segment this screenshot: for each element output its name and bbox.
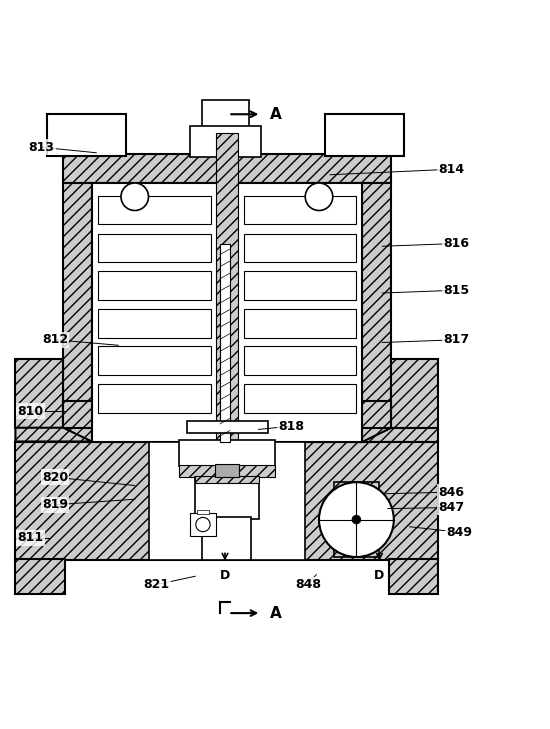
Bar <box>179 465 275 477</box>
Bar <box>98 271 211 300</box>
Text: 811: 811 <box>17 531 43 545</box>
Bar <box>244 346 356 375</box>
Bar <box>92 183 362 442</box>
Bar <box>63 183 92 442</box>
Bar <box>190 126 261 157</box>
Bar <box>63 402 390 428</box>
Polygon shape <box>362 428 438 442</box>
Bar <box>15 359 63 428</box>
Text: A: A <box>270 106 281 122</box>
Bar <box>15 442 438 560</box>
Bar <box>197 510 209 514</box>
Bar <box>202 101 249 128</box>
Text: 816: 816 <box>443 237 470 250</box>
Circle shape <box>352 515 361 524</box>
Circle shape <box>121 183 148 211</box>
Bar <box>195 477 258 518</box>
Text: 821: 821 <box>144 578 170 591</box>
Bar <box>390 359 438 428</box>
Bar <box>98 384 211 413</box>
Bar <box>244 195 356 225</box>
Text: 810: 810 <box>17 405 43 418</box>
Bar <box>362 183 390 442</box>
Bar <box>389 558 438 594</box>
Bar <box>244 271 356 300</box>
Text: 813: 813 <box>28 141 54 154</box>
Bar <box>63 155 390 183</box>
Bar <box>15 558 65 594</box>
Polygon shape <box>15 428 92 442</box>
Bar <box>98 346 211 375</box>
Circle shape <box>319 482 394 557</box>
Text: 849: 849 <box>446 526 472 539</box>
Circle shape <box>196 518 210 531</box>
Circle shape <box>305 183 333 211</box>
Bar <box>179 440 275 467</box>
Bar <box>148 442 305 560</box>
Text: D: D <box>375 569 384 582</box>
Text: 820: 820 <box>42 471 68 484</box>
Bar <box>244 233 356 262</box>
Text: 814: 814 <box>438 163 464 176</box>
Text: D: D <box>220 569 230 582</box>
Bar <box>244 309 356 338</box>
Text: 812: 812 <box>42 333 68 346</box>
Bar <box>220 243 230 442</box>
Text: 819: 819 <box>42 498 68 511</box>
Bar <box>187 421 268 433</box>
Bar <box>244 384 356 413</box>
Bar <box>98 309 211 338</box>
Text: 815: 815 <box>443 284 470 297</box>
Bar <box>195 476 258 483</box>
Bar <box>98 195 211 225</box>
Text: 848: 848 <box>295 578 321 591</box>
Bar <box>190 513 216 536</box>
Text: 818: 818 <box>278 420 305 432</box>
Bar <box>214 464 239 477</box>
Bar <box>202 517 251 560</box>
Text: 846: 846 <box>438 486 464 499</box>
Bar <box>324 114 404 155</box>
Text: 817: 817 <box>443 333 470 346</box>
Bar <box>98 233 211 262</box>
Bar <box>47 114 127 155</box>
Bar <box>334 482 379 557</box>
Bar <box>216 133 238 442</box>
Text: A: A <box>270 606 281 620</box>
Text: 847: 847 <box>438 501 464 514</box>
